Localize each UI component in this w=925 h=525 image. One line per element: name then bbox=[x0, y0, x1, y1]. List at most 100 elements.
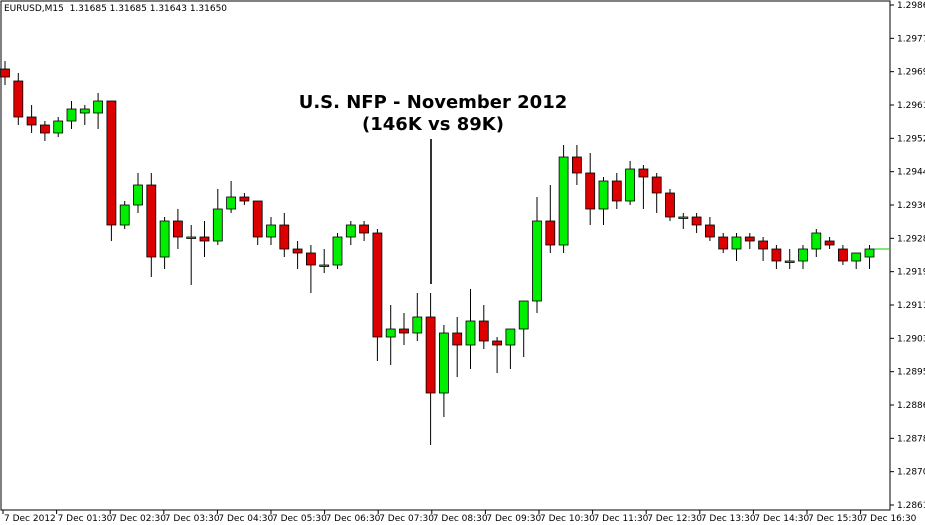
y-tick-label: 1.29445 bbox=[897, 168, 925, 178]
bear-candle-body bbox=[492, 340, 503, 346]
candle bbox=[159, 217, 170, 269]
bear-candle-body bbox=[838, 248, 848, 262]
candle bbox=[838, 245, 848, 265]
bull-candle-body bbox=[438, 332, 449, 394]
y-tick-label: 1.28950 bbox=[897, 368, 925, 378]
y-tick-label: 1.29860 bbox=[897, 1, 925, 11]
bear-candle-body bbox=[292, 248, 303, 254]
candle bbox=[266, 217, 276, 245]
y-tick-label: 1.28700 bbox=[897, 468, 925, 478]
candle bbox=[385, 305, 396, 365]
symbol-timeframe: EURUSD,M15 bbox=[4, 4, 64, 14]
x-tick-label: 7 Dec 11:30 bbox=[594, 514, 649, 524]
x-tick-label: 7 Dec 04:30 bbox=[218, 514, 273, 524]
candle bbox=[771, 245, 782, 269]
candle bbox=[66, 101, 77, 129]
candle bbox=[53, 117, 64, 137]
candle bbox=[226, 181, 237, 213]
y-tick-label: 1.29690 bbox=[897, 68, 925, 78]
bull-candle-body bbox=[79, 108, 90, 114]
bear-candle-body bbox=[399, 328, 409, 334]
x-tick-label: 7 Dec 14:30 bbox=[754, 514, 809, 524]
candle bbox=[252, 200, 263, 245]
annotation-subtitle: (146K vs 89K) bbox=[362, 114, 504, 135]
bear-candle-body bbox=[0, 68, 10, 78]
bull-candle-body bbox=[133, 184, 143, 206]
candle bbox=[798, 245, 808, 269]
candle bbox=[678, 213, 689, 229]
bear-candle-body bbox=[585, 172, 596, 210]
candle bbox=[811, 229, 822, 257]
candle bbox=[79, 105, 90, 125]
annotation-title: U.S. NFP - November 2012 bbox=[298, 92, 568, 113]
bear-candle-body bbox=[718, 236, 729, 250]
candle bbox=[731, 233, 742, 261]
bull-candle-body bbox=[186, 236, 197, 239]
x-tick-label: 7 Dec 09:30 bbox=[486, 514, 541, 524]
bull-candle-body bbox=[345, 224, 356, 238]
bear-candle-body bbox=[691, 216, 702, 226]
candle bbox=[186, 225, 197, 285]
candle bbox=[199, 221, 210, 257]
x-tick-label: 7 Dec 15:30 bbox=[808, 514, 863, 524]
bear-candle-body bbox=[279, 224, 290, 250]
candle bbox=[26, 105, 37, 133]
candle bbox=[319, 249, 330, 273]
candles bbox=[0, 61, 875, 445]
bear-candle-body bbox=[478, 320, 489, 342]
candle bbox=[172, 209, 183, 249]
candle bbox=[824, 237, 835, 249]
bear-candle-body bbox=[705, 224, 715, 238]
candle bbox=[93, 93, 103, 129]
bull-candle-body bbox=[53, 120, 64, 134]
bull-candle-body bbox=[266, 224, 276, 238]
candle bbox=[651, 173, 662, 213]
bull-candle-body bbox=[598, 180, 609, 210]
candle bbox=[505, 328, 516, 369]
bear-candle-body bbox=[452, 332, 463, 346]
y-tick-label: 1.29195 bbox=[897, 268, 925, 278]
bear-candle-body bbox=[239, 196, 250, 202]
candle bbox=[572, 145, 582, 185]
bull-candle-body bbox=[465, 320, 476, 346]
candle bbox=[492, 337, 503, 373]
x-axis: 7 Dec 2012 7 Dec 01:307 Dec 02:307 Dec 03… bbox=[2, 510, 917, 524]
candle bbox=[478, 305, 489, 349]
candle bbox=[532, 197, 542, 313]
bear-candle-body bbox=[744, 236, 755, 242]
plot-frame bbox=[0, 0, 891, 511]
bull-candle-body bbox=[332, 236, 343, 266]
x-tick-label: 7 Dec 16:30 bbox=[862, 514, 917, 524]
bull-candle-body bbox=[66, 108, 77, 122]
candle bbox=[452, 317, 463, 377]
x-tick-label: 7 Dec 08:30 bbox=[433, 514, 488, 524]
candle bbox=[545, 185, 556, 253]
candle bbox=[305, 245, 316, 293]
bear-candle-body bbox=[40, 124, 50, 134]
candle bbox=[292, 241, 303, 269]
candle bbox=[106, 100, 117, 241]
candle bbox=[705, 217, 715, 241]
bull-candle-body bbox=[159, 220, 170, 258]
y-tick-label: 1.29030 bbox=[897, 334, 925, 344]
bear-candle-body bbox=[359, 224, 370, 234]
bear-candle-body bbox=[199, 236, 210, 242]
bull-candle-body bbox=[93, 100, 103, 114]
nfp-annotation: U.S. NFP - November 2012 (146K vs 89K) bbox=[253, 92, 613, 136]
x-tick-label: 7 Dec 05:30 bbox=[272, 514, 327, 524]
bear-candle-body bbox=[758, 240, 768, 250]
x-tick-label: 7 Dec 06:30 bbox=[326, 514, 381, 524]
candle bbox=[212, 189, 223, 245]
bull-candle-body bbox=[412, 316, 423, 334]
bear-candle-body bbox=[572, 156, 582, 174]
candle bbox=[465, 289, 476, 369]
bull-candle-body bbox=[505, 328, 516, 346]
candle bbox=[744, 233, 755, 249]
bull-candle-body bbox=[532, 220, 542, 302]
y-tick-label: 1.28865 bbox=[897, 401, 925, 411]
bull-candle-body bbox=[798, 248, 808, 262]
y-tick-label: 1.29525 bbox=[897, 134, 925, 144]
x-tick-label: 7 Dec 03:30 bbox=[165, 514, 220, 524]
candle bbox=[784, 249, 795, 269]
